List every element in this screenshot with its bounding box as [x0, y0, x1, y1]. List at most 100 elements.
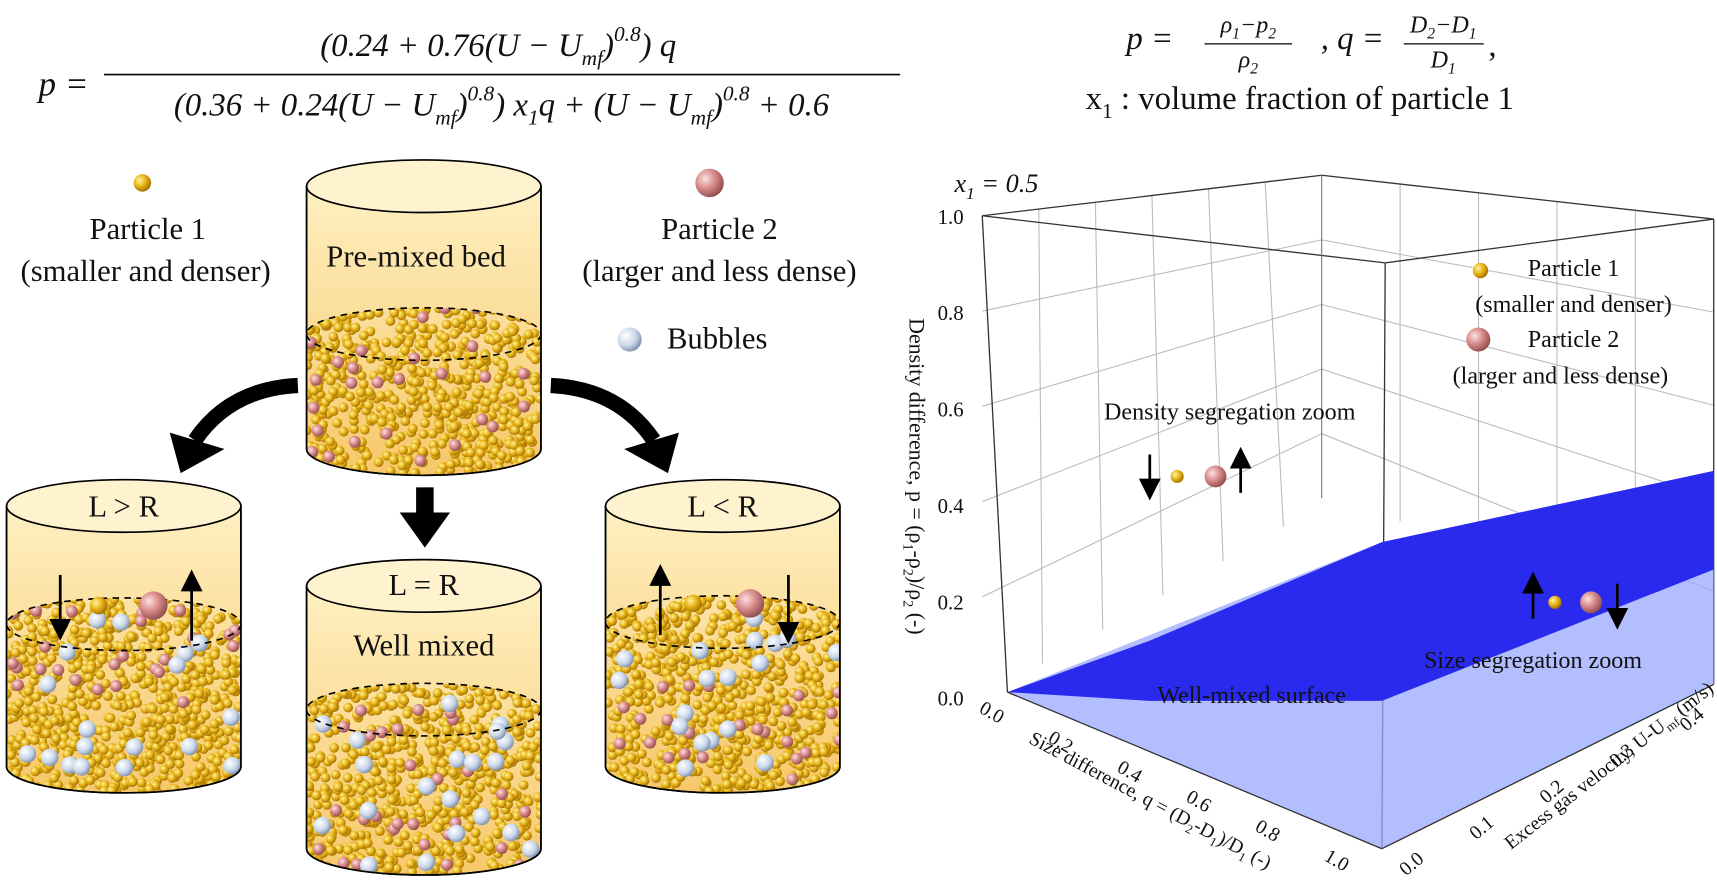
particle	[39, 706, 49, 717]
particle	[498, 362, 509, 372]
particle	[68, 739, 79, 750]
particle	[174, 758, 185, 769]
particle	[415, 688, 426, 699]
particle	[219, 735, 230, 746]
annotation: Well-mixed surface	[1157, 683, 1346, 709]
particle	[615, 724, 626, 734]
particle	[607, 616, 618, 627]
particle	[463, 753, 482, 772]
particle-icon	[1170, 469, 1184, 483]
particle	[30, 766, 41, 777]
particle	[98, 744, 109, 755]
particle	[14, 698, 25, 709]
particle	[772, 707, 783, 718]
particle	[453, 407, 464, 418]
bed-bottom	[305, 448, 542, 477]
particle	[825, 636, 836, 647]
particle	[660, 644, 671, 655]
particle	[676, 759, 695, 777]
particle	[34, 663, 47, 676]
particle	[393, 372, 406, 385]
particle	[507, 326, 518, 337]
text-piece: 2	[1250, 60, 1258, 77]
particle	[31, 692, 42, 702]
particle	[402, 840, 413, 851]
flow-arrow	[416, 487, 434, 515]
text-piece: x	[1086, 80, 1103, 116]
particle	[719, 668, 737, 687]
particle	[108, 658, 121, 671]
particle	[391, 817, 404, 830]
particle	[21, 717, 32, 728]
particle	[98, 632, 108, 643]
particle	[718, 611, 728, 622]
particle	[723, 760, 734, 770]
particle	[521, 698, 532, 709]
particle	[480, 350, 491, 361]
particle	[72, 758, 91, 776]
particle	[91, 700, 102, 711]
bed-surface	[5, 597, 242, 652]
particle	[432, 803, 443, 814]
particle	[311, 414, 322, 425]
particle	[384, 438, 395, 449]
particle	[100, 678, 111, 689]
particle	[718, 627, 728, 638]
particle	[11, 679, 24, 692]
text-piece: −p	[1240, 12, 1268, 38]
particle	[174, 604, 187, 617]
grid-line	[982, 303, 1322, 407]
particle	[449, 329, 460, 339]
particle	[365, 353, 376, 364]
particle	[320, 772, 331, 783]
particle	[23, 686, 34, 697]
particle	[633, 696, 643, 707]
z-tick-label: 0.2	[938, 591, 964, 614]
particle	[820, 617, 831, 628]
particle	[428, 711, 439, 722]
particle	[534, 823, 541, 834]
particle	[720, 771, 731, 781]
particle	[97, 654, 108, 665]
particle	[234, 732, 241, 743]
particle	[307, 401, 320, 414]
particle	[712, 764, 723, 775]
particle	[620, 787, 631, 793]
particle	[488, 722, 507, 740]
particle	[409, 467, 420, 476]
particle	[448, 683, 459, 691]
particle	[459, 359, 470, 370]
particle	[330, 769, 341, 780]
particle	[126, 656, 137, 667]
particle	[134, 757, 145, 768]
particle	[348, 435, 361, 448]
particle-icon	[1466, 327, 1491, 352]
particle	[775, 659, 786, 670]
particle	[633, 689, 644, 700]
particle	[626, 752, 637, 763]
particle	[700, 775, 711, 786]
particle	[345, 391, 355, 402]
u-tick-label: 0.0	[1395, 848, 1428, 881]
particle	[768, 716, 779, 727]
particle	[523, 329, 534, 340]
bed-top	[5, 478, 242, 534]
particle	[349, 423, 360, 434]
particle	[751, 723, 764, 736]
particle	[439, 332, 450, 343]
particle	[672, 601, 683, 612]
particle	[781, 735, 794, 748]
bed-surface	[604, 594, 841, 650]
particle	[706, 758, 717, 769]
particle	[751, 654, 769, 672]
particle	[227, 685, 238, 696]
particle	[191, 704, 202, 715]
formula-lhs: , q =	[1321, 21, 1384, 57]
particle	[126, 631, 137, 642]
particle	[159, 633, 170, 643]
particle	[314, 715, 332, 733]
particle	[420, 721, 431, 732]
particle	[723, 745, 733, 756]
particle	[792, 689, 805, 702]
particle	[69, 775, 79, 786]
